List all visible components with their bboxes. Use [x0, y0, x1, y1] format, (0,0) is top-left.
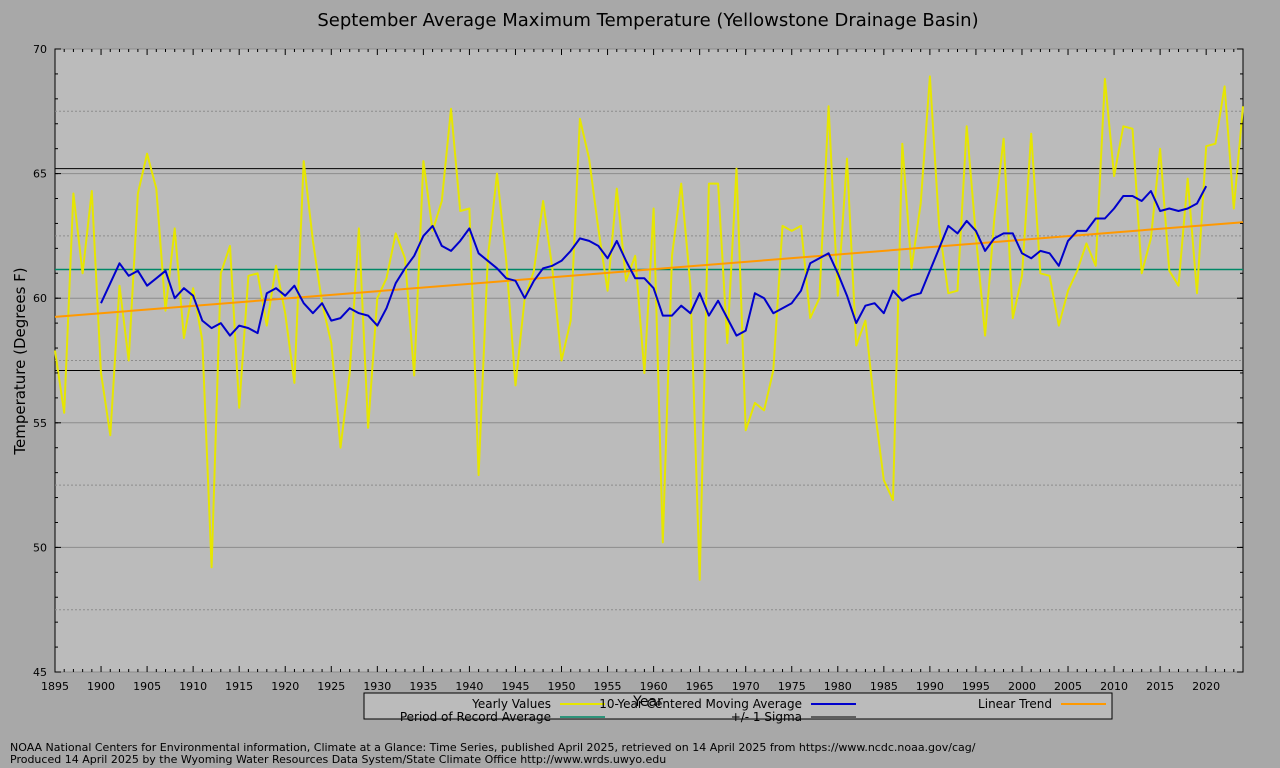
y-tick-label: 50 [33, 541, 47, 554]
series-layer [54, 75, 1244, 581]
x-tick-label: 1920 [271, 680, 299, 693]
x-tick-label: 1970 [732, 680, 760, 693]
x-tick-label: 1910 [179, 680, 207, 693]
legend-label: +/- 1 Sigma [731, 710, 802, 724]
x-tick-label: 1955 [594, 680, 622, 693]
x-tick-label: 1915 [225, 680, 253, 693]
legend-label: Linear Trend [978, 697, 1052, 711]
x-tick-label: 1900 [87, 680, 115, 693]
legend-box [363, 692, 1113, 720]
x-tick-label: 1905 [133, 680, 161, 693]
y-tick-label: 70 [33, 43, 47, 56]
y-tick-label: 65 [33, 168, 47, 181]
legend-label: Period of Record Average [400, 710, 551, 724]
x-tick-label: 1945 [501, 680, 529, 693]
x-tick-label: 1965 [686, 680, 714, 693]
x-tick-label: 2000 [1008, 680, 1036, 693]
axes: 45 50 55 60 65 70 1895 1900 1905 1910 1915 1920 1925… [33, 43, 1244, 693]
x-tick-label: 1950 [548, 680, 576, 693]
footer-produced: Produced 14 April 2025 by the Wyoming Wa… [10, 753, 667, 766]
x-axis-label: Year [632, 694, 663, 710]
x-tick-label: 1930 [363, 680, 391, 693]
legend: Yearly Values 10-Year Centered Moving Ave… [363, 692, 1113, 724]
yearly-values-line [54, 75, 1244, 581]
x-tick-label: 2010 [1100, 680, 1128, 693]
x-tick-label: 1935 [409, 680, 437, 693]
chart-title: September Average Maximum Temperature (Y… [317, 10, 978, 31]
y-tick-label: 60 [33, 292, 47, 305]
legend-label: 10-Year Centered Moving Average [599, 697, 802, 711]
legend-label: Yearly Values [471, 697, 551, 711]
y-axis-label: Temperature (Degrees F) [11, 267, 29, 455]
x-tick-label: 2020 [1192, 680, 1220, 693]
x-tick-label: 1975 [778, 680, 806, 693]
x-tick-label: 1990 [916, 680, 944, 693]
x-tick-label: 2005 [1054, 680, 1082, 693]
x-tick-label: 2015 [1146, 680, 1174, 693]
x-tick-label: 1995 [962, 680, 990, 693]
x-tick-label: 1925 [317, 680, 345, 693]
y-tick-label: 55 [33, 417, 47, 430]
linear-trend-line [54, 221, 1244, 318]
moving-average-line [100, 185, 1208, 337]
x-tick-label: 1985 [870, 680, 898, 693]
footer-source: NOAA National Centers for Environmental … [10, 741, 976, 754]
y-tick-label: 45 [33, 666, 47, 679]
x-tick-label: 1960 [640, 680, 668, 693]
x-tick-label: 1980 [824, 680, 852, 693]
x-tick-label: 1940 [455, 680, 483, 693]
x-tick-label: 1895 [41, 680, 69, 693]
